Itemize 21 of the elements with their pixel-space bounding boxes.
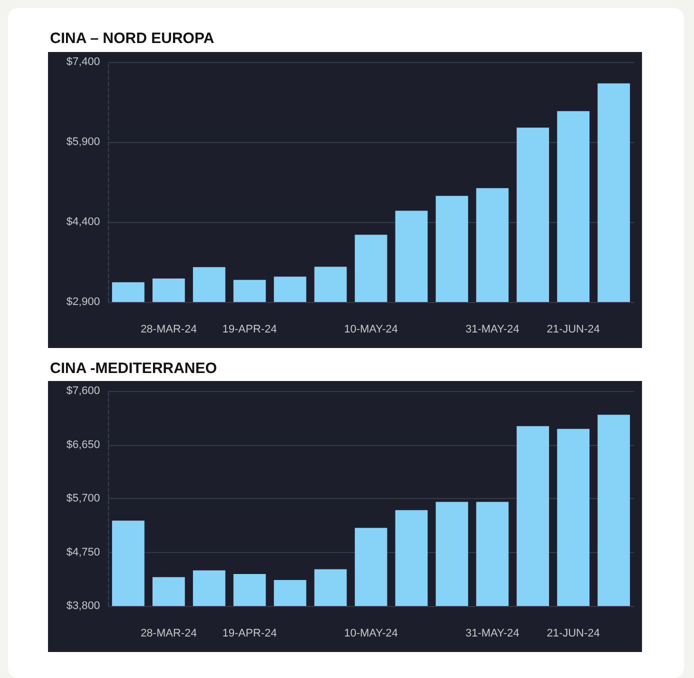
y-tick-label: $7,600 [66,385,100,397]
x-tick-label: 21-JUN-24 [546,628,600,640]
x-tick-label: 10-MAY-24 [344,324,398,336]
y-tick-label: $2,900 [66,296,100,308]
x-tick-label: 31-MAY-24 [465,628,520,640]
x-tick-label: 19-APR-24 [222,324,277,336]
y-tick-label: $4,400 [66,216,100,228]
x-tick-label: 28-MAR-24 [140,324,197,336]
chart-title: CINA -MEDITERRANEO [50,360,217,377]
x-tick-label: 31-MAY-24 [465,324,520,336]
x-tick-label: 10-MAY-24 [344,628,398,640]
x-tick-label: 21-JUN-24 [546,324,600,336]
y-tick-label: $7,400 [66,56,100,68]
y-tick-label: $4,750 [66,546,100,558]
y-tick-label: $5,900 [66,136,100,148]
x-tick-label: 19-APR-24 [222,628,277,640]
x-tick-label: 28-MAR-24 [140,628,197,640]
chart-title: CINA – NORD EUROPA [50,30,214,47]
y-tick-label: $3,800 [66,600,100,612]
y-tick-label: $5,700 [66,492,100,504]
y-tick-label: $6,650 [66,438,100,451]
